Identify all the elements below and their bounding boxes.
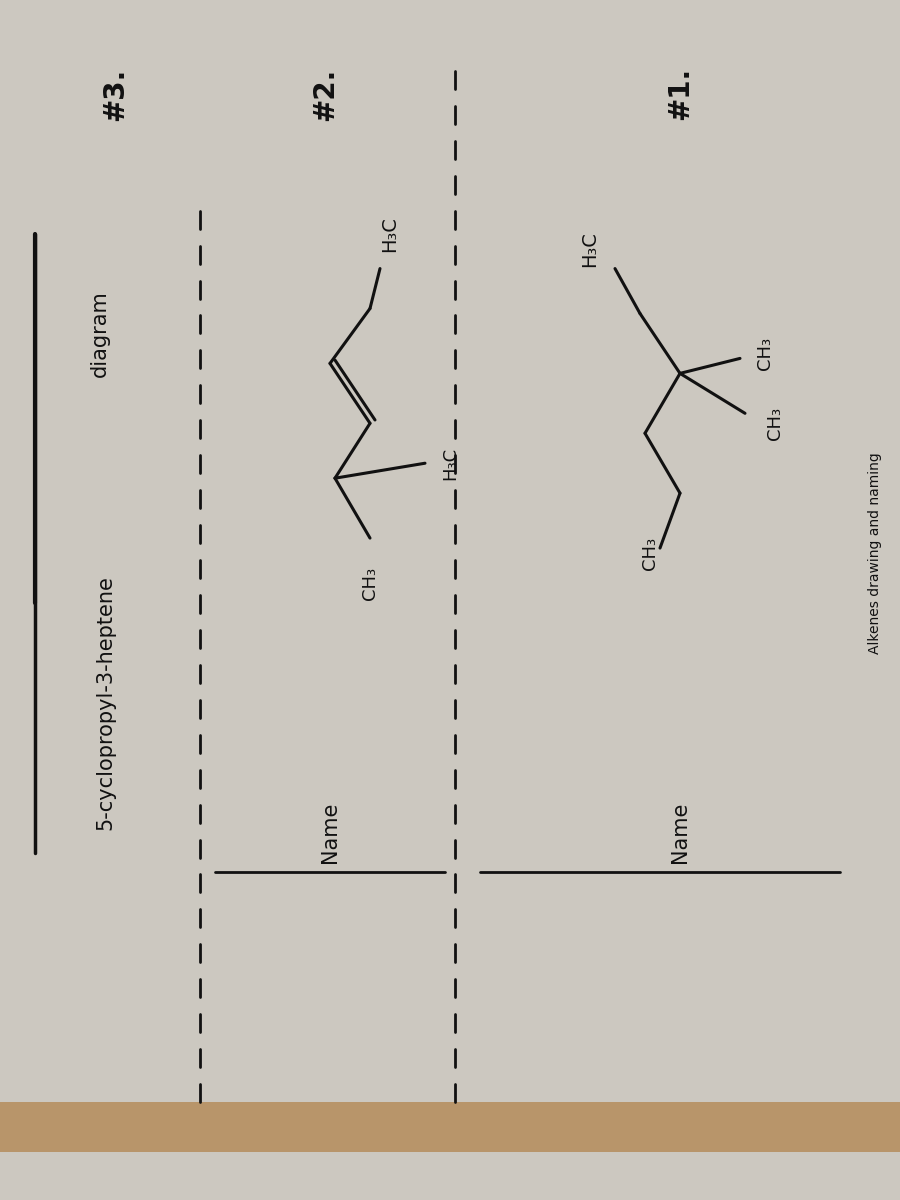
Bar (0, 1102, 900, 1152)
Text: H₃C: H₃C (580, 230, 599, 266)
Text: CH₃: CH₃ (756, 337, 774, 370)
Text: Name: Name (320, 802, 340, 863)
Text: #3.: #3. (101, 67, 129, 120)
Text: #1.: #1. (666, 67, 694, 120)
Text: diagram: diagram (90, 290, 110, 377)
Text: Alkenes drawing and naming: Alkenes drawing and naming (868, 452, 882, 654)
Text: 5-cyclopropyl-3-heptene: 5-cyclopropyl-3-heptene (95, 575, 115, 830)
Text: CH₃: CH₃ (361, 566, 379, 600)
Text: #2.: #2. (311, 67, 339, 120)
Text: H₃C: H₃C (441, 446, 459, 480)
Text: H₃C: H₃C (381, 216, 400, 252)
Text: CH₃: CH₃ (766, 407, 784, 440)
Text: CH₃: CH₃ (641, 536, 659, 570)
Text: Name: Name (670, 802, 690, 863)
